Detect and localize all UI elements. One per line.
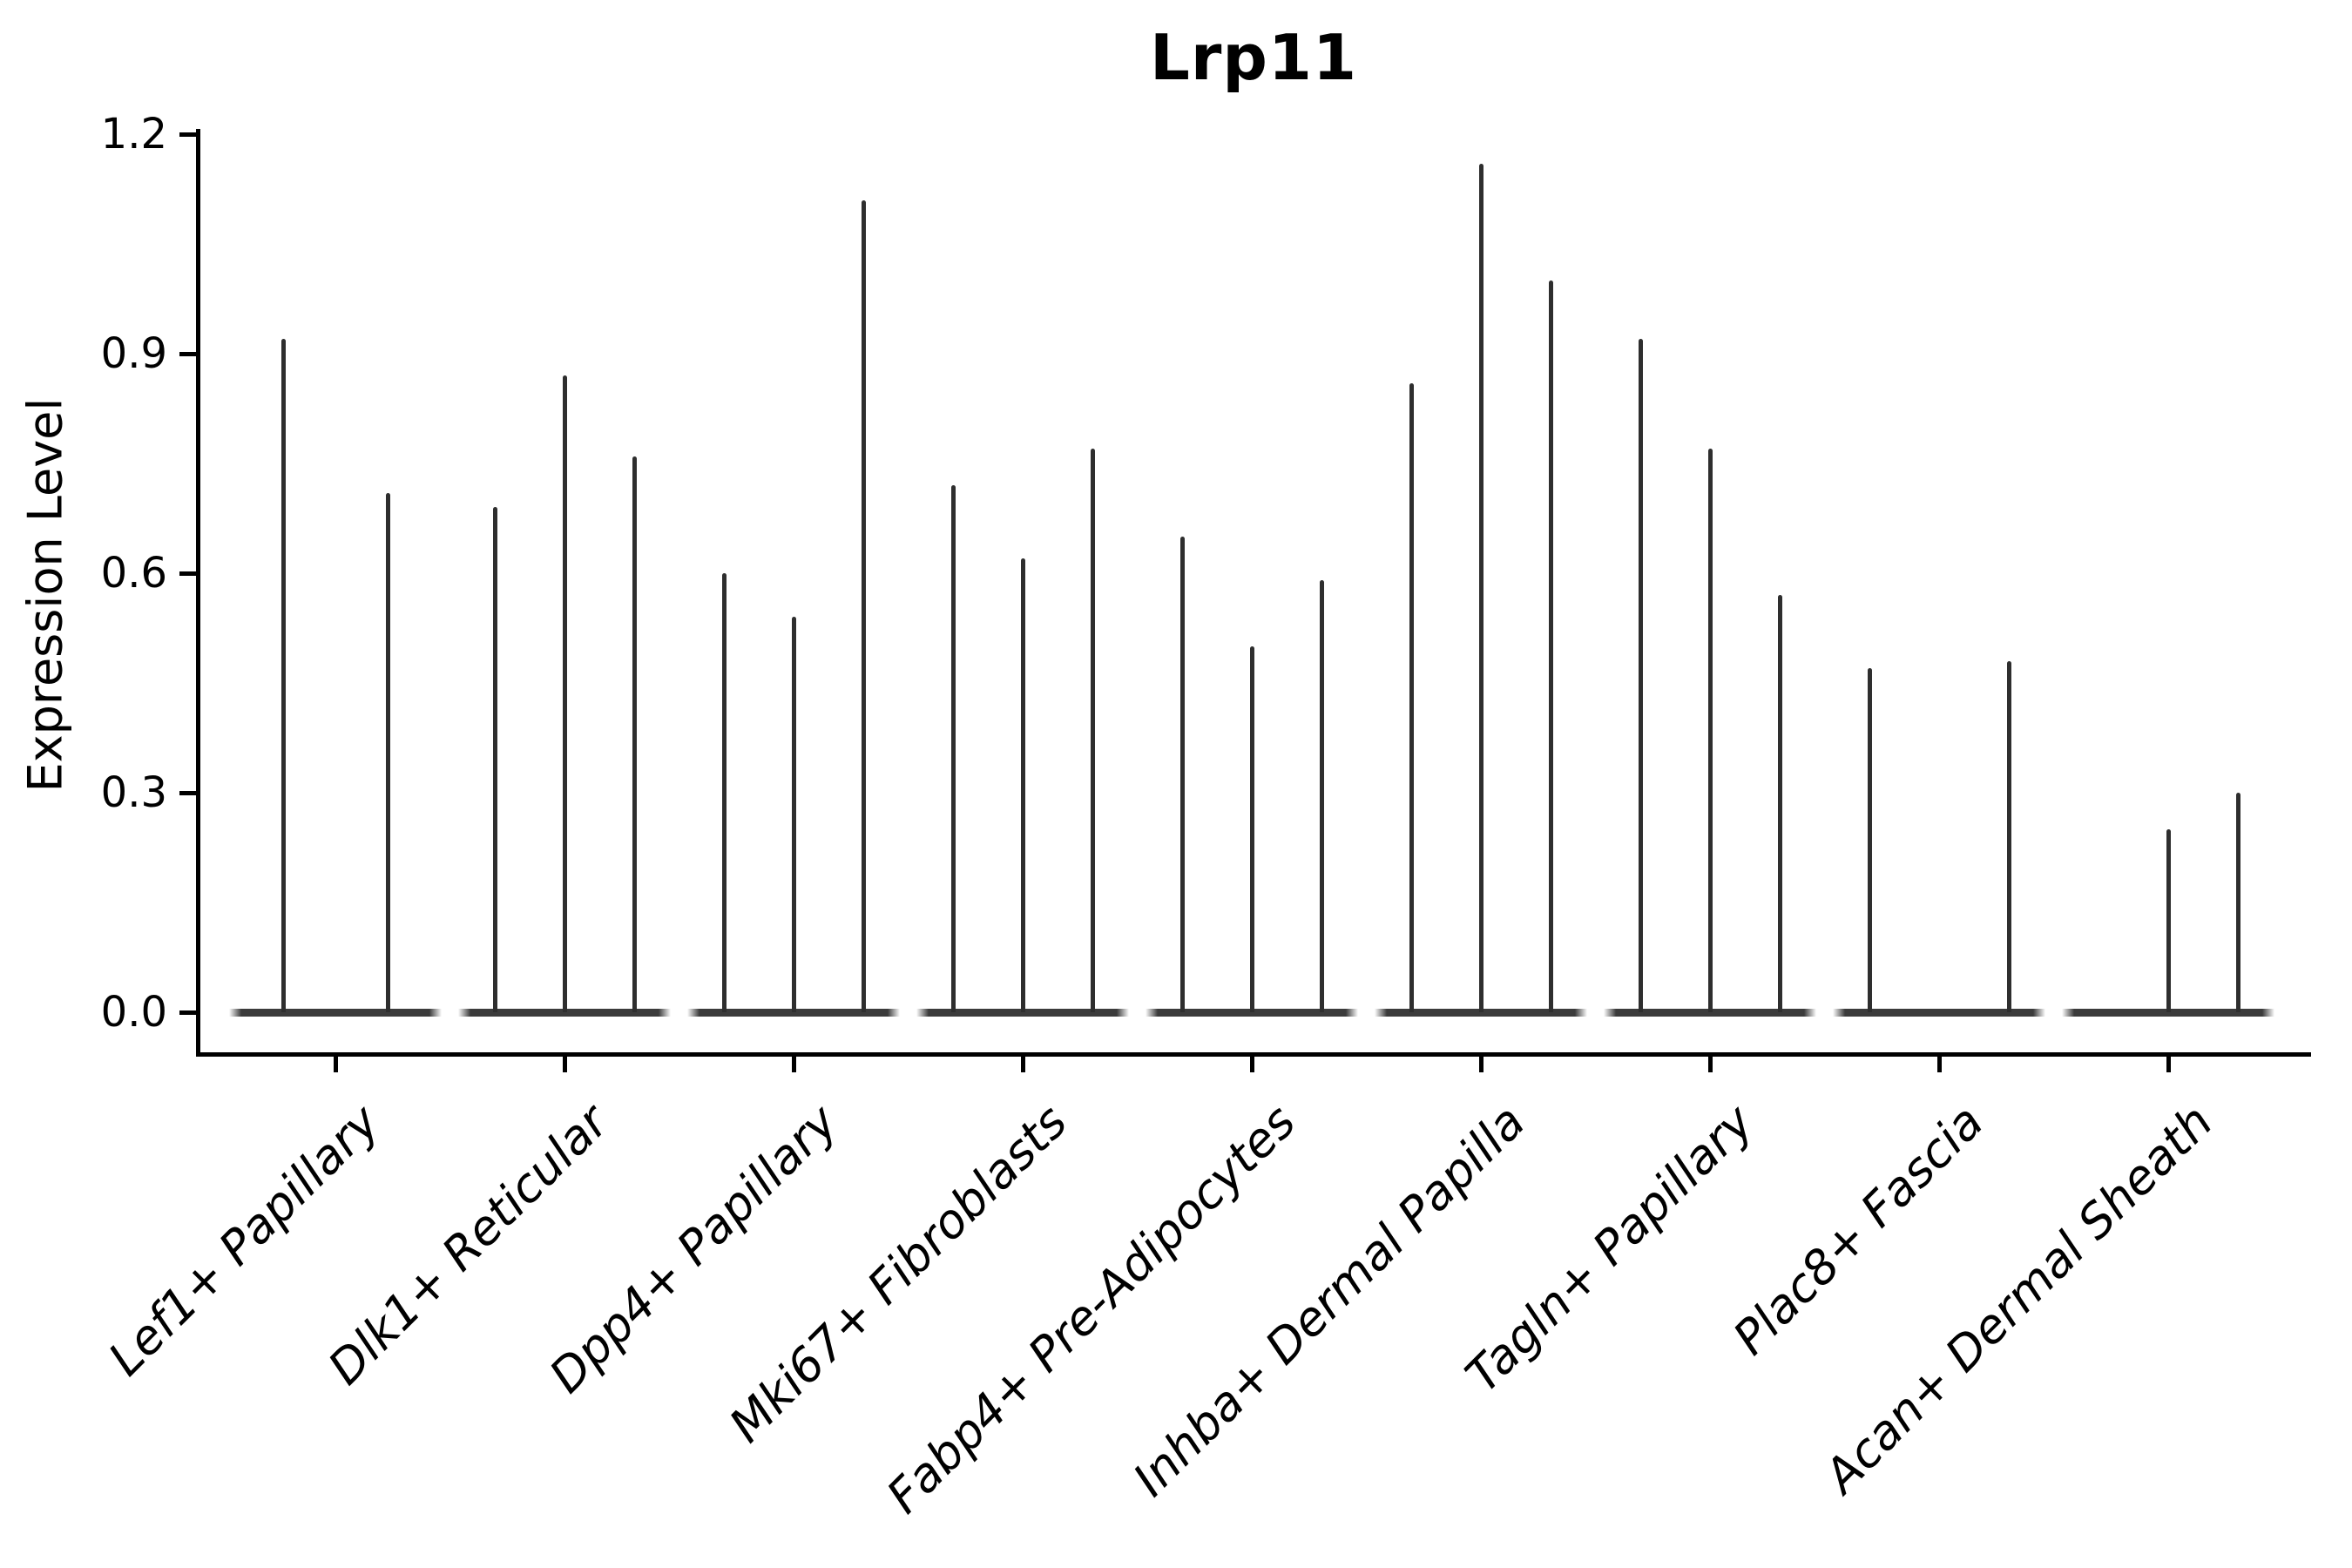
- violin-base: [1833, 1009, 2045, 1017]
- x-tick-label: Inhba+ Dermal Papilla: [1122, 1094, 1536, 1507]
- x-axis-spine: [196, 1052, 2311, 1057]
- y-tick: [179, 571, 197, 576]
- violin-base: [916, 1009, 1129, 1017]
- y-tick-label: 0.0: [100, 988, 167, 1037]
- violin-spike: [861, 199, 866, 1012]
- violin-spike: [1707, 449, 1713, 1012]
- violin-base: [2062, 1009, 2274, 1017]
- violin-spike: [1638, 339, 1643, 1012]
- violin-spike: [1249, 646, 1254, 1012]
- x-tick-label: Fabp4+ Pre-Adipocytes: [876, 1094, 1307, 1524]
- violin-base: [1604, 1009, 1816, 1017]
- x-tick: [2166, 1057, 2171, 1072]
- violin-spike: [721, 573, 727, 1012]
- violin-spike: [1319, 580, 1324, 1012]
- violin-spike: [1409, 382, 1414, 1012]
- violin-base: [1375, 1009, 1587, 1017]
- y-axis-spine: [196, 129, 200, 1057]
- violin-spike: [632, 456, 637, 1012]
- violin-spike: [492, 507, 497, 1012]
- violin-spike: [791, 617, 796, 1012]
- plot-title: Lrp11: [1149, 21, 1358, 94]
- violin-spike: [1090, 449, 1095, 1012]
- violin-spike: [2235, 793, 2240, 1012]
- y-tick: [179, 351, 197, 356]
- x-tick: [1936, 1057, 1942, 1072]
- violin-spike: [1867, 668, 1872, 1012]
- y-tick-label: 0.6: [100, 549, 167, 598]
- violin-spike: [950, 485, 956, 1012]
- violin-spike: [2006, 660, 2011, 1012]
- violin-spike: [280, 339, 286, 1012]
- violin-spike: [1777, 595, 1782, 1012]
- y-tick-label: 0.9: [100, 329, 167, 378]
- x-tick: [1707, 1057, 1713, 1072]
- violin-base: [687, 1009, 900, 1017]
- violin-spike: [1020, 558, 1025, 1012]
- y-tick: [179, 1010, 197, 1015]
- x-tick: [791, 1057, 796, 1072]
- y-tick: [179, 132, 197, 137]
- violin-base: [458, 1009, 671, 1017]
- x-tick: [333, 1057, 338, 1072]
- y-tick-label: 1.2: [100, 110, 167, 159]
- violin-base: [229, 1009, 442, 1017]
- violin-spike: [385, 492, 390, 1012]
- violin-spike: [1478, 163, 1484, 1012]
- x-tick-label: Acan+ Dermal Sheath: [1813, 1094, 2223, 1504]
- x-tick: [1249, 1057, 1254, 1072]
- violin-spike: [1179, 537, 1185, 1012]
- violin-base: [1146, 1009, 1358, 1017]
- x-tick: [562, 1057, 567, 1072]
- violin-spike: [2166, 829, 2171, 1012]
- violin-spike: [1548, 280, 1553, 1012]
- y-tick-label: 0.3: [100, 768, 167, 817]
- y-tick: [179, 790, 197, 795]
- x-tick: [1020, 1057, 1025, 1072]
- x-tick: [1478, 1057, 1484, 1072]
- violin-spike: [562, 375, 567, 1012]
